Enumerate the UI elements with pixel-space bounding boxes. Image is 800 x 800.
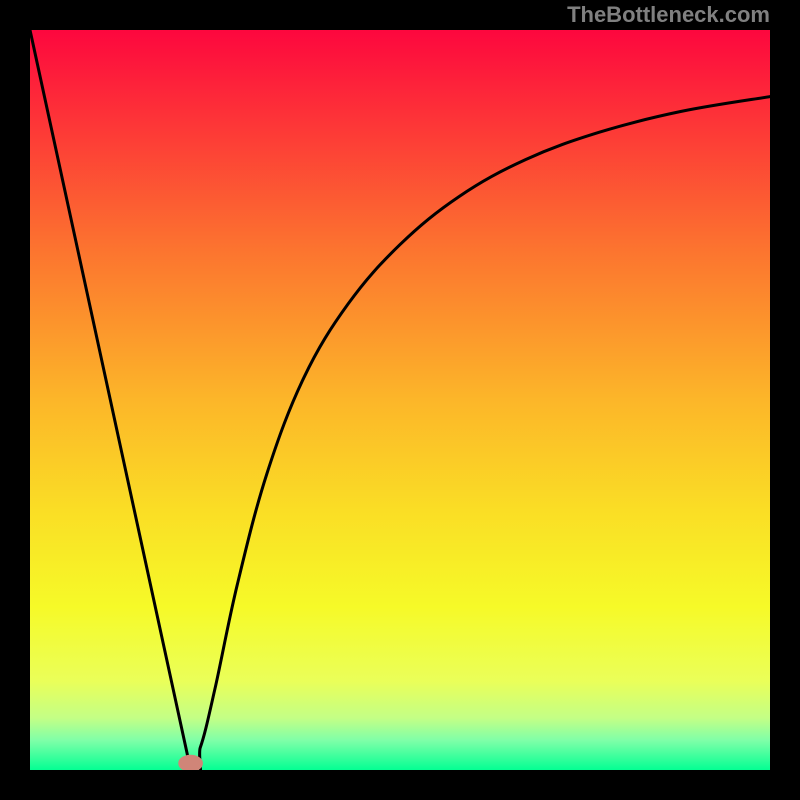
chart-frame: TheBottleneck.com (0, 0, 800, 800)
plot-area (30, 30, 770, 770)
watermark-text: TheBottleneck.com (567, 2, 770, 28)
minimum-marker (179, 755, 203, 770)
gradient-background (30, 30, 770, 770)
